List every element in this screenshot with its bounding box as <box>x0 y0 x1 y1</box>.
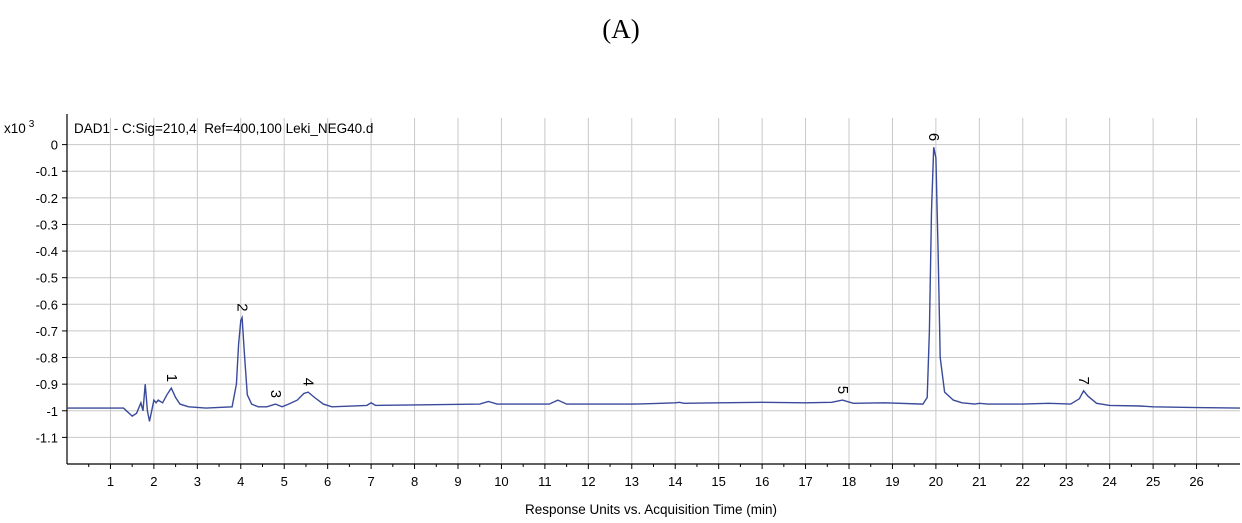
y-tick-label: -0.1 <box>36 164 58 179</box>
chart-title: DAD1 - C:Sig=210,4 Ref=400,100 Leki_NEG4… <box>74 121 373 136</box>
peak-label-1: 1 <box>163 374 180 382</box>
y-scale-exponent: 3 <box>29 119 35 130</box>
x-tick-label: 23 <box>1059 474 1073 489</box>
chromatogram-trace <box>67 147 1241 422</box>
peak-label-2: 2 <box>234 303 251 311</box>
x-tick-label: 9 <box>454 474 461 489</box>
y-tick-label: -0.2 <box>36 191 58 206</box>
x-tick-label: 19 <box>885 474 899 489</box>
x-tick-label: 21 <box>972 474 986 489</box>
y-tick-label: -1.1 <box>36 430 58 445</box>
grid <box>67 118 1240 464</box>
y-tick-label: -0.3 <box>36 217 58 232</box>
x-tick-label: 15 <box>711 474 725 489</box>
y-scale-base: x10 <box>4 121 26 136</box>
y-tick-label: -0.5 <box>36 271 58 286</box>
x-tick-label: 22 <box>1016 474 1030 489</box>
y-tick-label: -1 <box>46 404 58 419</box>
x-tick-label: 12 <box>581 474 595 489</box>
peak-label-4: 4 <box>300 378 317 386</box>
axis-ticks: 1 2 3 4 5 6 7 8 9 10 11 12 13 14 15 16 17 18 19 20 21 22 23 24 2… <box>36 138 1219 489</box>
x-tick-label: 6 <box>324 474 331 489</box>
y-tick-label: -0.6 <box>36 297 58 312</box>
x-tick-label: 25 <box>1146 474 1160 489</box>
y-tick-label: 0 <box>51 138 58 153</box>
x-tick-label: 10 <box>494 474 508 489</box>
x-tick-label: 13 <box>625 474 639 489</box>
x-tick-label: 16 <box>755 474 769 489</box>
x-tick-label: 8 <box>411 474 418 489</box>
x-tick-label: 2 <box>150 474 157 489</box>
x-axis-label: Response Units vs. Acquisition Time (min… <box>525 502 777 517</box>
x-tick-label: 5 <box>281 474 288 489</box>
peak-label-5: 5 <box>834 386 851 394</box>
y-scale-label: x10 3 <box>4 119 35 136</box>
x-tick-label: 14 <box>668 474 682 489</box>
x-tick-label: 17 <box>798 474 812 489</box>
peak-labels: 1 2 3 4 5 6 7 <box>163 133 1092 398</box>
x-tick-label: 11 <box>538 474 552 489</box>
x-tick-label: 24 <box>1102 474 1116 489</box>
peak-label-3: 3 <box>267 390 284 398</box>
x-tick-label: 20 <box>929 474 943 489</box>
x-tick-label: 26 <box>1189 474 1203 489</box>
x-tick-label: 3 <box>194 474 201 489</box>
y-tick-label: -0.4 <box>36 244 58 259</box>
y-tick-label: -0.8 <box>36 351 58 366</box>
x-tick-label: 4 <box>237 474 244 489</box>
y-tick-label: -0.7 <box>36 324 58 339</box>
x-tick-label: 18 <box>842 474 856 489</box>
y-tick-label: -0.9 <box>36 377 58 392</box>
panel-label: (A) <box>602 14 640 44</box>
x-tick-label: 1 <box>107 474 114 489</box>
axes <box>66 114 1240 465</box>
peak-label-7: 7 <box>1075 376 1092 384</box>
peak-label-6: 6 <box>925 133 942 141</box>
x-tick-label: 7 <box>367 474 374 489</box>
